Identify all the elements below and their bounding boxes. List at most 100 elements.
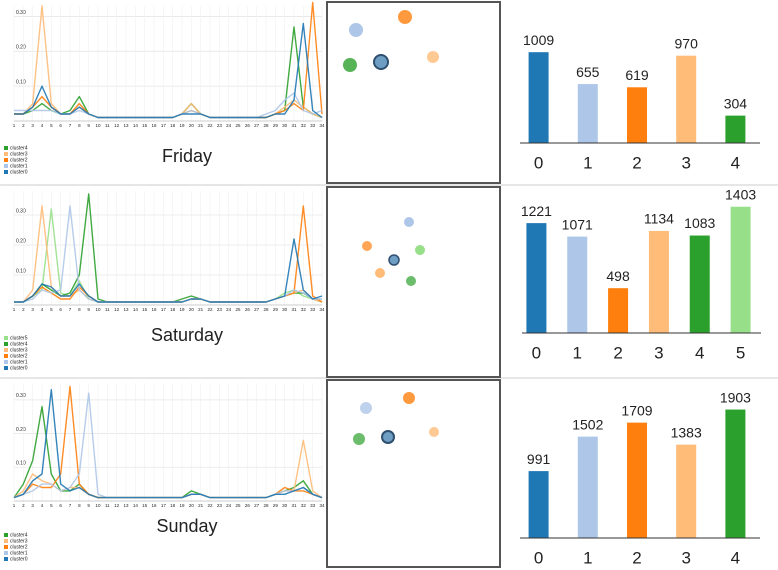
x-tick-label: 8	[78, 123, 81, 128]
cluster-dot[interactable]	[415, 245, 425, 255]
bar	[528, 471, 549, 538]
cluster-dot[interactable]	[353, 433, 365, 445]
cluster-dot[interactable]	[343, 58, 357, 72]
value-label: 498	[606, 268, 630, 284]
x-tick-label: 0	[534, 548, 543, 567]
x-tick-label: 28	[263, 307, 269, 312]
bar	[526, 223, 547, 333]
y-tick-label: 0.10	[16, 461, 26, 467]
x-tick-label: 22	[207, 503, 213, 508]
value-label: 655	[576, 64, 600, 80]
cluster-dot[interactable]	[406, 276, 416, 286]
x-tick-label: 4	[41, 307, 44, 312]
bar	[730, 206, 751, 333]
cluster-dot[interactable]	[403, 392, 415, 404]
cluster-dot[interactable]	[388, 254, 400, 266]
x-tick-label: 17	[161, 123, 167, 128]
x-tick-label: 20	[189, 503, 195, 508]
y-tick-label: 0.30	[16, 393, 26, 399]
x-tick-label: 4	[695, 343, 704, 362]
bar	[648, 230, 669, 333]
x-tick-label: 5	[736, 343, 745, 362]
x-tick-label: 9	[87, 503, 90, 508]
x-tick-label: 1	[583, 153, 592, 172]
x-tick-label: 3	[681, 548, 690, 567]
cluster-dot[interactable]	[398, 10, 412, 24]
legend-swatch	[4, 158, 8, 162]
x-tick-label: 2	[613, 343, 622, 362]
x-tick-label: 20	[189, 307, 195, 312]
cluster-view	[326, 379, 501, 568]
value-label: 1083	[684, 215, 715, 231]
x-tick-label: 30	[282, 307, 288, 312]
x-tick-label: 12	[114, 307, 120, 312]
x-tick-label: 8	[78, 503, 81, 508]
value-label: 970	[675, 35, 699, 51]
cluster-dot[interactable]	[381, 430, 395, 444]
x-tick-label: 27	[254, 123, 260, 128]
value-label: 1502	[572, 416, 603, 432]
bar	[577, 436, 598, 538]
bar	[725, 409, 746, 538]
y-tick-label: 0.30	[16, 208, 26, 214]
chart-title: Sunday	[156, 516, 217, 536]
series-line	[14, 22, 323, 119]
x-tick-label: 17	[161, 503, 167, 508]
legend-label: cluster0	[10, 169, 28, 175]
x-tick-label: 28	[263, 503, 269, 508]
x-tick-label: 9	[87, 307, 90, 312]
cluster-dot[interactable]	[404, 217, 414, 227]
cluster-dot[interactable]	[375, 268, 385, 278]
x-tick-label: 25	[235, 503, 241, 508]
x-tick-label: 7	[69, 503, 72, 508]
x-tick-label: 14	[133, 123, 139, 128]
y-tick-label: 0.20	[16, 45, 26, 51]
legend-swatch	[4, 360, 8, 364]
legend-swatch	[4, 533, 8, 537]
bar	[528, 52, 549, 143]
x-tick-label: 25	[235, 123, 241, 128]
legend-swatch	[4, 366, 8, 370]
value-label: 1071	[562, 216, 593, 232]
legend-swatch	[4, 152, 8, 156]
legend-swatch	[4, 146, 8, 150]
x-tick-label: 22	[207, 307, 213, 312]
legend-swatch	[4, 336, 8, 340]
cluster-dot[interactable]	[362, 241, 372, 251]
x-tick-label: 29	[273, 307, 279, 312]
value-label: 1383	[671, 424, 702, 440]
x-tick-label: 21	[198, 503, 204, 508]
bar	[627, 87, 647, 143]
x-tick-label: 19	[179, 307, 185, 312]
x-tick-label: 4	[731, 548, 740, 567]
x-tick-label: 14	[133, 503, 139, 508]
x-tick-label: 1	[13, 123, 16, 128]
x-tick-label: 14	[133, 307, 139, 312]
x-tick-label: 15	[142, 503, 148, 508]
x-tick-label: 15	[142, 307, 148, 312]
x-tick-label: 3	[31, 307, 34, 312]
cluster-dot[interactable]	[429, 427, 439, 437]
x-tick-label: 13	[123, 123, 129, 128]
value-label: 1009	[523, 32, 554, 48]
x-tick-label: 24	[226, 307, 232, 312]
x-tick-label: 11	[105, 123, 110, 128]
x-tick-label: 24	[226, 503, 232, 508]
x-tick-label: 24	[226, 123, 232, 128]
cluster-dot[interactable]	[373, 54, 389, 70]
cluster-dot[interactable]	[360, 402, 372, 414]
x-tick-label: 3	[31, 503, 34, 508]
cluster-dot[interactable]	[349, 23, 363, 37]
x-tick-label: 26	[245, 307, 251, 312]
x-tick-label: 4	[41, 123, 44, 128]
legend-label: cluster0	[10, 556, 28, 562]
cluster-dot[interactable]	[427, 51, 439, 63]
value-label: 1709	[621, 402, 652, 418]
x-tick-label: 30	[282, 123, 288, 128]
x-tick-label: 7	[69, 307, 72, 312]
legend-swatch	[4, 551, 8, 555]
legend-label: cluster1	[10, 550, 28, 556]
cluster-view	[326, 186, 501, 378]
x-tick-label: 32	[301, 503, 307, 508]
y-tick-label: 0.30	[16, 10, 26, 16]
